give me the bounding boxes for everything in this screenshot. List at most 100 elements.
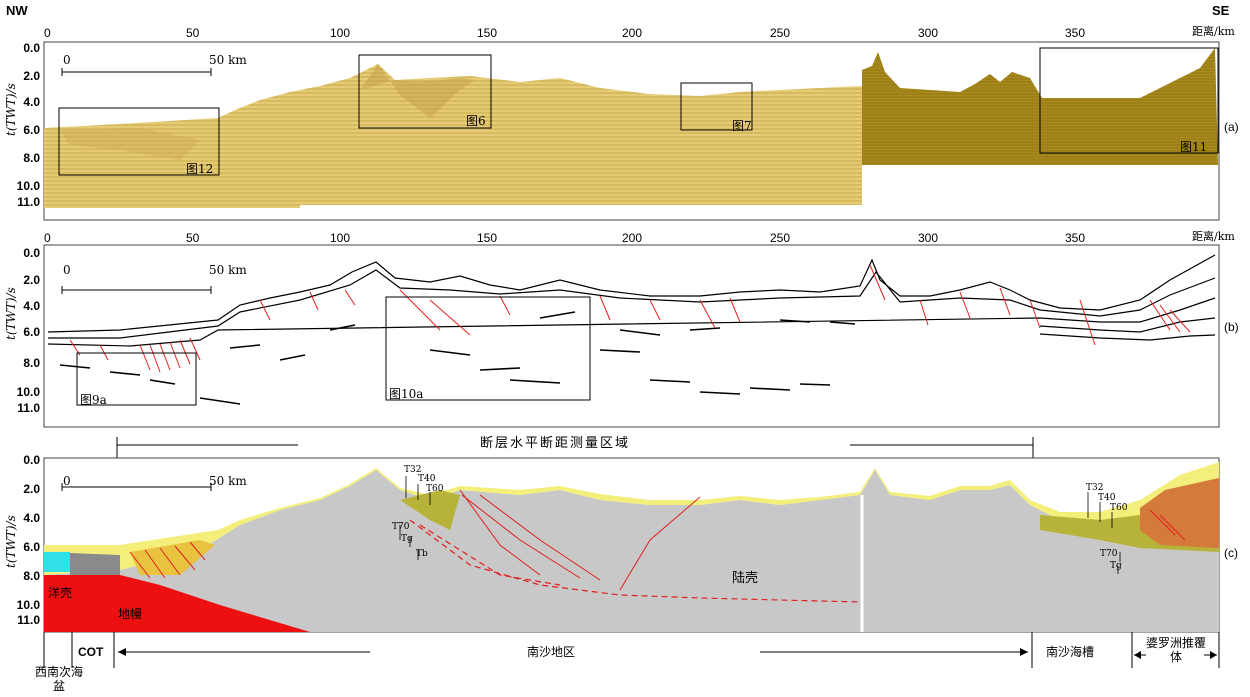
sw-basin-fill xyxy=(130,540,215,575)
scale-zero-c: 0 xyxy=(63,474,71,488)
inset-label-fig11: 图11 xyxy=(1180,140,1208,154)
y-tick: 10.0 xyxy=(16,598,40,612)
x-tick: 300 xyxy=(918,231,939,245)
y-tick: 2.0 xyxy=(23,69,40,83)
panel-c-tag: (c) xyxy=(1224,546,1238,560)
x-tick: 150 xyxy=(477,26,498,40)
region-nansha-trough: 南沙海槽 xyxy=(1046,645,1095,659)
horizon-brackets xyxy=(399,476,1121,574)
horizon-label: T32 xyxy=(1086,483,1104,493)
scale-label-b: 50 km xyxy=(209,263,247,277)
scale-zero-a: 0 xyxy=(63,53,71,67)
y-axis-label-c: t(TWT)/s xyxy=(4,515,18,568)
panel-b-tag: (b) xyxy=(1224,320,1239,334)
y-tick: 8.0 xyxy=(23,151,40,165)
olive-basin-fill xyxy=(400,490,460,530)
x-tick: 200 xyxy=(622,26,643,40)
x-tick: 300 xyxy=(918,26,939,40)
panel-a-fold xyxy=(360,64,475,118)
x-tick: 250 xyxy=(770,231,791,245)
horizon-label: T40 xyxy=(1098,493,1116,503)
inset-label-fig9a: 图9a xyxy=(80,393,107,407)
x-tick: 0 xyxy=(44,231,51,245)
panel-a-basin xyxy=(60,128,200,160)
y-tick: 0.0 xyxy=(23,41,40,55)
mantle-label: 地幔 xyxy=(118,607,143,621)
y-tick: 11.0 xyxy=(17,401,40,415)
se-label: SE xyxy=(1212,3,1230,18)
panel-b-frame xyxy=(43,244,1220,428)
y-tick: 2.0 xyxy=(23,482,40,496)
y-tick: 8.0 xyxy=(23,356,40,370)
region-arrows xyxy=(118,648,1217,659)
inset-label-fig6: 图6 xyxy=(466,114,486,128)
inset-box-fig12 xyxy=(58,107,220,176)
y-tick: 6.0 xyxy=(23,325,40,339)
region-sw-basin: 西南次海盆 xyxy=(34,665,83,693)
region-cot: COT xyxy=(78,645,104,659)
horizon-label: T60 xyxy=(426,484,444,494)
y-axis-label-b: t(TWT)/s xyxy=(4,287,18,340)
x-tick: 100 xyxy=(330,26,351,40)
region-nansha: 南沙地区 xyxy=(527,645,576,659)
horizon-label: Tg xyxy=(401,534,413,544)
y-tick: 0.0 xyxy=(23,246,40,260)
x-tick: 250 xyxy=(770,26,791,40)
horizon-label: T32 xyxy=(404,465,422,475)
scale-zero-b: 0 xyxy=(63,263,71,277)
inset-label-fig10a: 图10a xyxy=(389,387,424,401)
inset-label-fig12: 图12 xyxy=(186,162,214,176)
x-tick: 350 xyxy=(1065,26,1086,40)
x-tick: 150 xyxy=(477,231,498,245)
horizon-label: T60 xyxy=(1110,503,1128,513)
inset-box-fig10a xyxy=(385,296,591,401)
y-tick: 4.0 xyxy=(23,95,40,109)
y-tick: 11.0 xyxy=(17,613,40,627)
distance-label: 距离/km xyxy=(1192,230,1235,243)
panel-c-dashed-faults xyxy=(409,519,861,603)
region-borneo: 婆罗洲推覆体 xyxy=(1146,636,1207,664)
panel-b-deep-reflectors xyxy=(59,311,856,405)
panel-b-faults xyxy=(69,264,1191,373)
x-tick: 350 xyxy=(1065,231,1086,245)
continental-crust xyxy=(44,470,1219,632)
x-tick: 50 xyxy=(186,26,200,40)
x-tick: 100 xyxy=(330,231,351,245)
measure-region-label: 断层水平断距测量区域 xyxy=(480,436,631,451)
y-tick: 6.0 xyxy=(23,123,40,137)
x-tick: 50 xyxy=(186,231,200,245)
horizon-label: Tg xyxy=(1110,561,1122,571)
inset-box-fig11 xyxy=(1039,47,1219,154)
y-tick: 2.0 xyxy=(23,273,40,287)
x-tick: 0 xyxy=(44,26,51,40)
continental-crust-label: 陆壳 xyxy=(732,571,759,586)
panel-a-tag: (a) xyxy=(1224,120,1239,134)
horizon-label: T40 xyxy=(418,474,436,484)
y-axis-label-a: t(TWT)/s xyxy=(4,83,18,136)
transition-crust xyxy=(70,553,120,575)
borneo-wedge xyxy=(1140,478,1219,548)
y-tick: 4.0 xyxy=(23,299,40,313)
distance-label: 距离/km xyxy=(1192,25,1235,38)
x-tick: 200 xyxy=(622,231,643,245)
y-tick: 4.0 xyxy=(23,511,40,525)
inset-box-fig7 xyxy=(680,82,753,131)
horizon-label: T70 xyxy=(1100,549,1118,559)
horizon-label: T70 xyxy=(392,522,410,532)
y-tick: 10.0 xyxy=(16,179,40,193)
oceanic-crust xyxy=(44,552,70,572)
panel-a-seismic-light xyxy=(44,64,862,208)
inset-box-fig9a xyxy=(76,352,197,406)
scale-label-a: 50 km xyxy=(209,53,247,67)
nw-label: NW xyxy=(6,3,28,18)
inset-box-fig6 xyxy=(358,54,492,129)
horizon-label: Tb xyxy=(416,549,428,559)
scale-label-c: 50 km xyxy=(209,474,247,488)
inset-label-fig7: 图7 xyxy=(732,119,752,133)
region-bar xyxy=(43,632,1220,668)
y-tick: 6.0 xyxy=(23,540,40,554)
y-tick: 8.0 xyxy=(23,569,40,583)
panel-c-faults xyxy=(129,489,1186,591)
y-tick: 0.0 xyxy=(23,453,40,467)
